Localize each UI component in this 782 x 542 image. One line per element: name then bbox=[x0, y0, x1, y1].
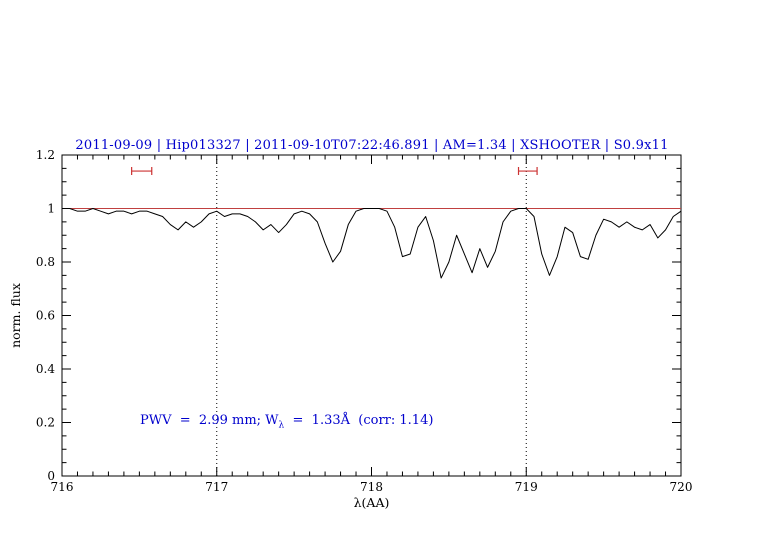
pwv-annotation-prefix: PWV = 2.99 mm; W bbox=[140, 413, 279, 428]
y-tick-label: 1 bbox=[47, 202, 55, 216]
x-tick-label: 716 bbox=[51, 480, 74, 494]
x-tick-label: 720 bbox=[670, 480, 693, 494]
plot-title: 2011-09-09 | Hip013327 | 2011-09-10T07:2… bbox=[75, 138, 669, 153]
x-tick-label: 719 bbox=[515, 480, 538, 494]
x-tick-label: 718 bbox=[360, 480, 383, 494]
y-tick-label: 0.8 bbox=[36, 255, 55, 269]
pwv-annotation-subscript: λ bbox=[278, 420, 285, 431]
y-axis-label: norm. flux bbox=[8, 283, 23, 348]
range-marker bbox=[517, 167, 538, 176]
y-tick-label: 0.2 bbox=[36, 416, 55, 430]
pwv-annotation: PWV = 2.99 mm; Wλ = 1.33Å (corr: 1.14) bbox=[140, 413, 433, 431]
range-marker bbox=[131, 167, 153, 176]
y-tick-label: 0.4 bbox=[36, 362, 55, 376]
x-axis-label: λ(AA) bbox=[354, 495, 390, 510]
spectrum-line bbox=[62, 208, 682, 279]
y-tick-label: 0.6 bbox=[36, 309, 55, 323]
x-tick-label: 717 bbox=[205, 480, 228, 494]
y-tick-label: 0 bbox=[47, 469, 55, 483]
pwv-annotation-suffix: = 1.33Å (corr: 1.14) bbox=[284, 413, 434, 428]
y-tick-label: 1.2 bbox=[36, 148, 55, 162]
